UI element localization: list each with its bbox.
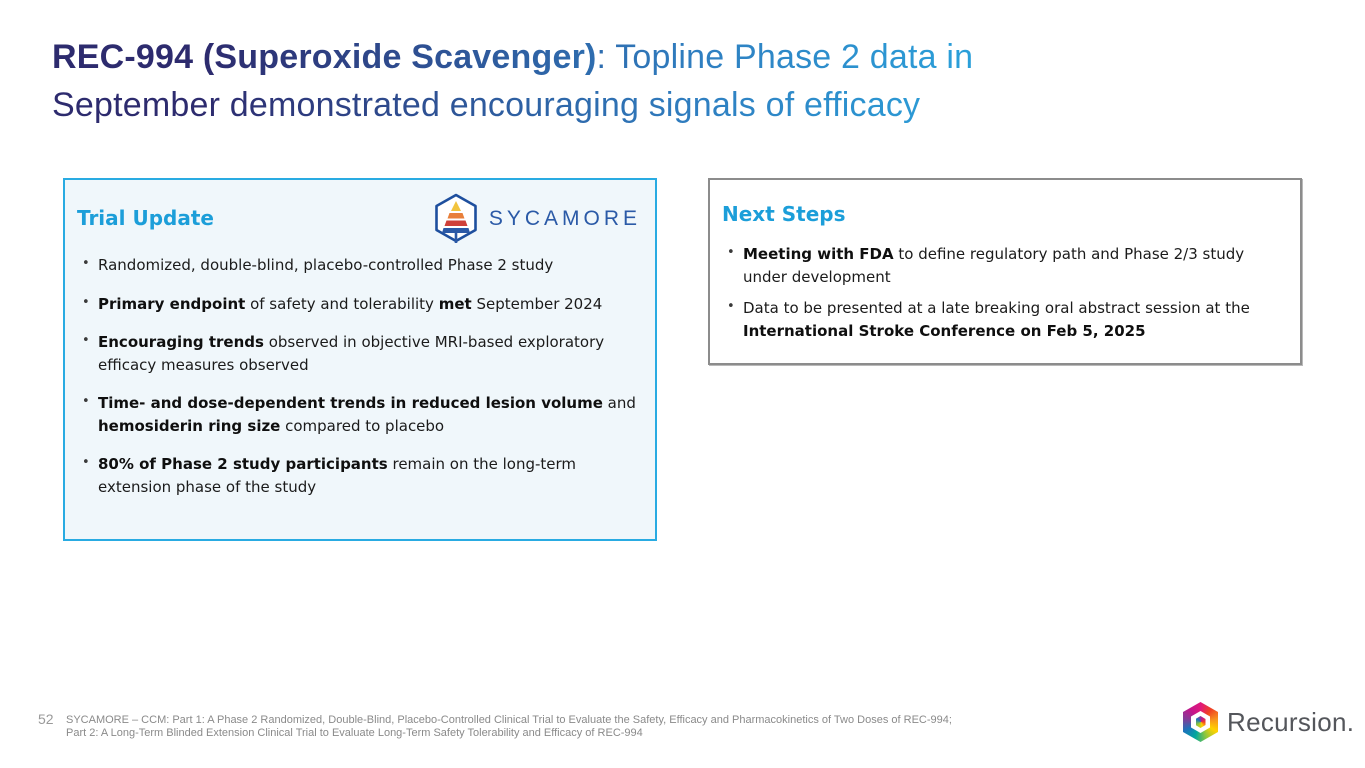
bullet-item: Time- and dose-dependent trends in reduc… [77,392,641,437]
recursion-hexagon-icon [1183,702,1218,742]
title-drug-name: REC-994 (Superoxide Scavenger) [52,38,597,76]
next-steps-heading: Next Steps [722,202,846,226]
sycamore-logo: SYCAMORE [433,193,641,245]
title-subtitle-line2: September demonstrated encouraging signa… [52,85,921,124]
bullet-item: Data to be presented at a late breaking … [722,297,1286,342]
trial-update-card: Trial Update SYCAMORE Randomized, double… [63,178,657,541]
slide-title: REC-994 (Superoxide Scavenger): Topline … [52,34,1232,129]
next-steps-bullet-list: Meeting with FDA to define regulatory pa… [722,243,1286,342]
page-number: 52 [38,711,54,727]
recursion-logo: Recursion. [1183,702,1354,742]
bullet-item: 80% of Phase 2 study participants remain… [77,453,641,498]
bullet-item: Primary endpoint of safety and tolerabil… [77,293,641,316]
recursion-wordmark: Recursion. [1227,706,1355,737]
footnote-line-1: SYCAMORE – CCM: Part 1: A Phase 2 Random… [66,714,952,726]
footnote: SYCAMORE – CCM: Part 1: A Phase 2 Random… [66,714,1126,740]
bullet-item: Encouraging trends observed in objective… [77,331,641,376]
trial-update-header: Trial Update SYCAMORE [77,190,641,246]
trial-update-heading: Trial Update [77,206,214,230]
trial-update-bullet-list: Randomized, double-blind, placebo-contro… [77,254,641,498]
next-steps-card: Next Steps Meeting with FDA to define re… [708,178,1302,365]
bullet-item: Meeting with FDA to define regulatory pa… [722,243,1286,288]
sycamore-hexagon-icon [435,193,477,243]
sycamore-wordmark: SYCAMORE [488,207,641,230]
footnote-line-2: Part 2: A Long-Term Blinded Extension Cl… [66,726,643,739]
title-subtitle-line1: : Topline Phase 2 data in [596,38,974,76]
bullet-item: Randomized, double-blind, placebo-contro… [77,254,641,277]
